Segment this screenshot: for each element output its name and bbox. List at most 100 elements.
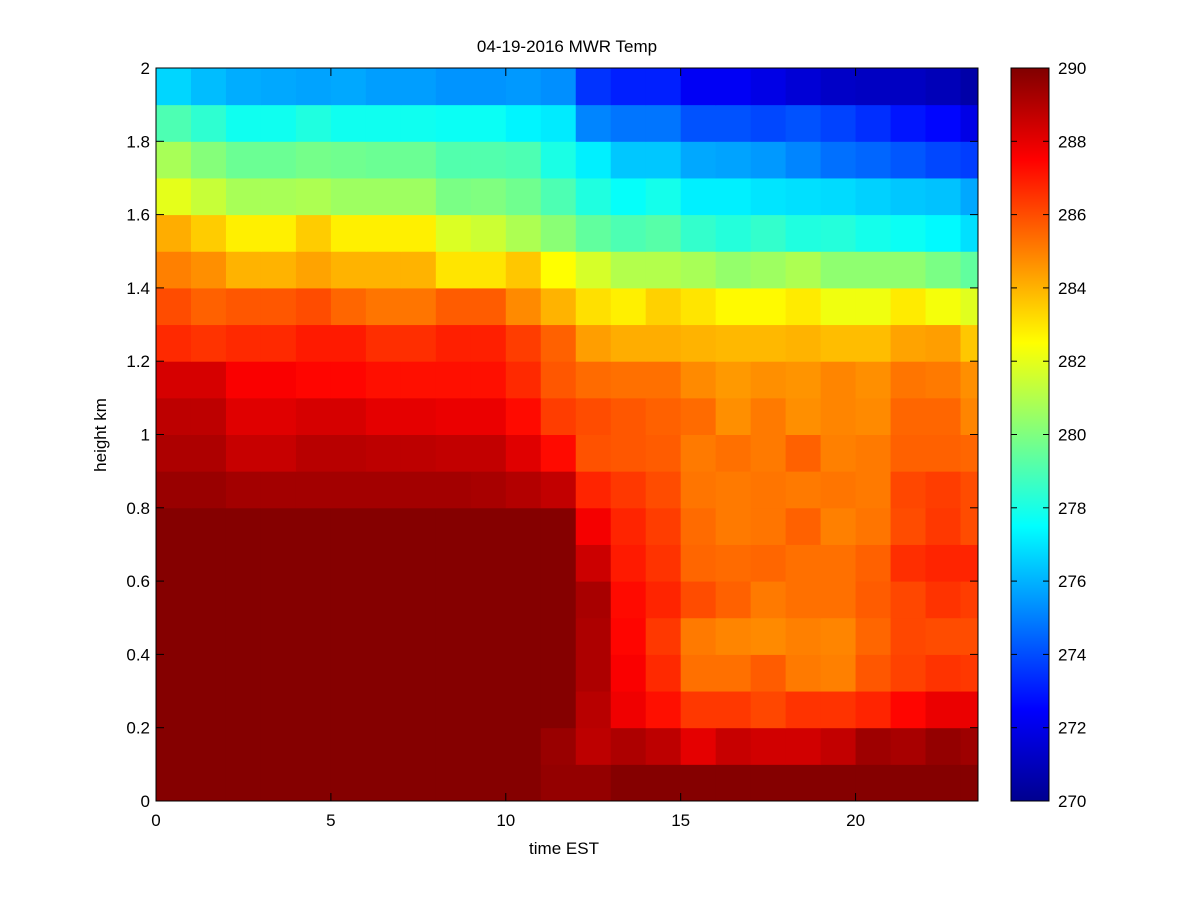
heatmap-cell (540, 544, 577, 582)
heatmap-cell (435, 654, 472, 692)
heatmap-cell (260, 727, 297, 765)
heatmap-cell (435, 691, 472, 729)
heatmap-cell (890, 507, 927, 545)
colorbar-tick-label: 274 (1058, 645, 1086, 664)
heatmap-cell (470, 141, 507, 179)
heatmap-cell (505, 287, 542, 326)
heatmap-cell (400, 361, 437, 399)
heatmap-cell (715, 361, 752, 399)
heatmap-cell (680, 581, 717, 619)
heatmap-cell (295, 324, 332, 362)
heatmap-cell (190, 287, 227, 326)
heatmap-cell (225, 214, 262, 252)
heatmap-cell (435, 434, 472, 472)
heatmap-cell (156, 104, 192, 142)
heatmap-cell (610, 507, 647, 545)
heatmap-cell (225, 544, 262, 582)
heatmap-cell (680, 691, 717, 729)
heatmap-cell (156, 654, 192, 692)
heatmap-cell (156, 581, 192, 619)
heatmap-cell (435, 287, 472, 326)
heatmap-cell (295, 727, 332, 765)
heatmap-cell (225, 691, 262, 729)
heatmap-cell (960, 691, 979, 729)
heatmap-cell (925, 617, 962, 655)
heatmap-cell (540, 68, 577, 106)
heatmap-cell (190, 214, 227, 252)
heatmap-cell (925, 691, 962, 729)
heatmap-cell (470, 177, 507, 216)
heatmap-cell (435, 104, 472, 142)
heatmap-cell (960, 764, 979, 802)
heatmap-cell (470, 324, 507, 362)
heatmap-cell (540, 251, 577, 289)
heatmap-cell (750, 544, 787, 582)
heatmap-cell (575, 691, 612, 729)
heatmap-cell (365, 141, 402, 179)
heatmap-cell (855, 324, 892, 362)
heatmap-cell (855, 434, 892, 472)
heatmap-cell (330, 324, 367, 362)
heatmap-cell (960, 654, 979, 692)
heatmap-cell (750, 104, 787, 142)
heatmap-cell (925, 654, 962, 692)
heatmap-cell (260, 507, 297, 545)
heatmap-cell (820, 691, 857, 729)
heatmap-cell (925, 764, 962, 802)
heatmap-cell (400, 727, 437, 765)
heatmap-cell (785, 617, 822, 655)
heatmap-cell (820, 397, 857, 435)
heatmap-cell (505, 581, 542, 619)
heatmap-cell (820, 434, 857, 472)
heatmap-cell (960, 104, 979, 142)
heatmap-cell (400, 104, 437, 142)
y-axis: 0 0.2 0.4 0.6 0.8 1 1.2 1.4 1.6 1.8 2 (126, 59, 978, 811)
x-tick-label: 10 (496, 811, 515, 830)
heatmap-cell (960, 214, 979, 252)
heatmap-cell (925, 361, 962, 399)
heatmap-cell (960, 727, 979, 765)
heatmap-cell (575, 507, 612, 545)
heatmap-cell (260, 177, 297, 216)
heatmap-cell (610, 654, 647, 692)
heatmap-cell (855, 654, 892, 692)
heatmap-cell (820, 654, 857, 692)
colorbar-tick-label: 280 (1058, 426, 1086, 445)
heatmap-cell (260, 691, 297, 729)
heatmap-cell (400, 251, 437, 289)
heatmap-cell (365, 324, 402, 362)
heatmap-cell (750, 507, 787, 545)
y-axis-label: height km (91, 398, 110, 472)
heatmap-cell (645, 397, 682, 435)
heatmap-cell (435, 544, 472, 582)
heatmap-cell (330, 507, 367, 545)
heatmap-cell (645, 68, 682, 106)
heatmap-cell (785, 287, 822, 326)
heatmap-cell (575, 654, 612, 692)
heatmap-cell (925, 581, 962, 619)
heatmap-cell (540, 287, 577, 326)
heatmap-cell (330, 434, 367, 472)
heatmap-cell (225, 434, 262, 472)
heatmap-cell (610, 251, 647, 289)
heatmap-cell (540, 764, 577, 802)
heatmap-cell (260, 544, 297, 582)
heatmap-cell (855, 691, 892, 729)
heatmap-cell (715, 177, 752, 216)
heatmap-cell (540, 507, 577, 545)
colorbar-tick-label: 278 (1058, 499, 1086, 518)
heatmap-cell (295, 617, 332, 655)
heatmap-cell (715, 764, 752, 802)
heatmap-cell (890, 617, 927, 655)
heatmap-cell (295, 434, 332, 472)
heatmap-cell (156, 251, 192, 289)
heatmap-cell (470, 764, 507, 802)
y-tick-label: 1.8 (126, 132, 150, 151)
heatmap-cell (820, 141, 857, 179)
heatmap-cell (820, 471, 857, 509)
heatmap-cell (610, 141, 647, 179)
heatmap-cell (225, 507, 262, 545)
heatmap-cell (156, 434, 192, 472)
heatmap-cell (260, 324, 297, 362)
heatmap-cell (680, 764, 717, 802)
